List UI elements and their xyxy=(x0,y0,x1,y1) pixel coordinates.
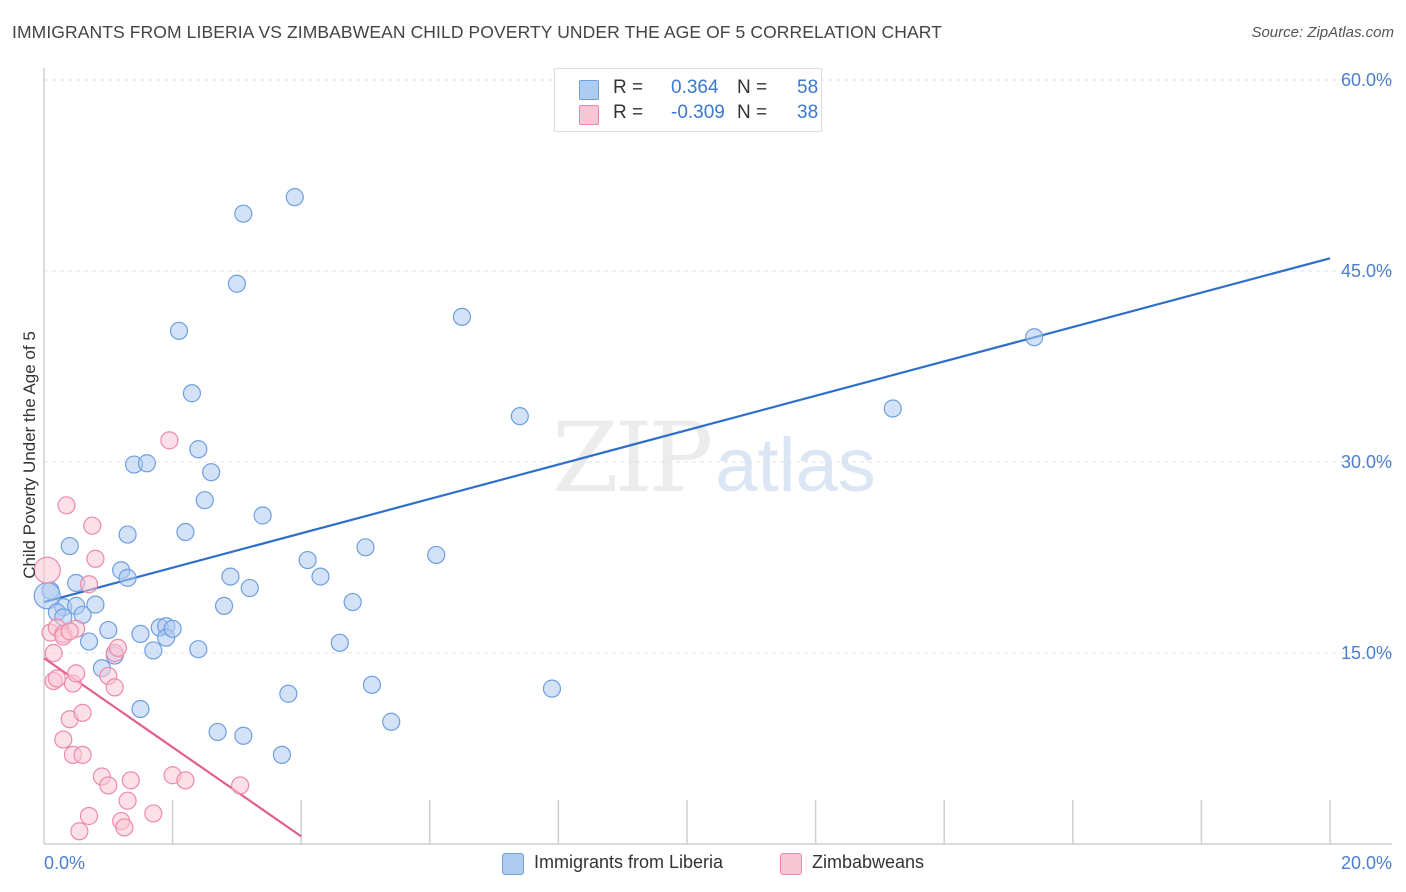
y-tick-label: 15.0% xyxy=(1341,643,1392,663)
point-liberia xyxy=(234,204,253,223)
source-label: Source: ZipAtlas.com xyxy=(1251,24,1394,41)
x-tick-label: 0.0% xyxy=(44,853,85,873)
point-liberia xyxy=(452,307,472,326)
legend-swatch-liberia xyxy=(579,80,599,100)
legend-n-value: 58 xyxy=(797,77,819,98)
point-zimbabweans xyxy=(47,669,66,688)
y-tick-label: 60.0% xyxy=(1341,70,1392,90)
trend-lines xyxy=(43,257,1331,838)
point-zimbabweans xyxy=(108,638,128,658)
point-liberia xyxy=(189,640,208,659)
point-zimbabweans xyxy=(33,556,61,584)
point-liberia xyxy=(214,596,234,615)
correlation-legend: R = 0.364 N = 58 R = -0.309 N = 38 xyxy=(554,68,822,132)
point-liberia xyxy=(131,624,150,644)
point-liberia xyxy=(427,545,446,565)
point-liberia xyxy=(356,538,375,557)
point-liberia xyxy=(176,522,195,542)
point-zimbabweans xyxy=(79,806,99,826)
legend-r-value: 0.364 xyxy=(671,77,719,98)
point-zimbabweans xyxy=(73,745,92,764)
point-liberia xyxy=(99,620,118,640)
point-zimbabweans xyxy=(115,818,134,837)
axes xyxy=(43,68,1392,845)
y-tick-label: 30.0% xyxy=(1341,452,1392,472)
x-tick-label: 20.0% xyxy=(1341,853,1392,873)
point-liberia xyxy=(79,632,99,651)
point-liberia xyxy=(144,641,163,660)
point-zimbabweans xyxy=(86,549,105,568)
grid-lines xyxy=(44,79,1392,654)
point-zimbabweans xyxy=(54,730,73,749)
point-liberia xyxy=(221,567,240,586)
trend-line-zimbabweans xyxy=(43,657,302,838)
point-liberia xyxy=(382,712,401,731)
point-zimbabweans xyxy=(160,431,179,450)
point-zimbabweans xyxy=(231,776,250,795)
point-liberia xyxy=(131,699,150,719)
point-zimbabweans xyxy=(67,664,86,683)
point-zimbabweans xyxy=(57,496,76,515)
point-liberia xyxy=(195,491,214,510)
legend-r-value: -0.309 xyxy=(671,102,725,123)
point-liberia xyxy=(163,619,182,638)
point-liberia xyxy=(208,722,227,742)
point-zimbabweans xyxy=(118,791,137,810)
bottom-legend-swatch-liberia xyxy=(502,853,524,875)
point-zimbabweans xyxy=(79,575,99,594)
point-liberia xyxy=(234,726,253,745)
legend-n-label: N = xyxy=(737,77,768,98)
point-liberia xyxy=(343,592,362,612)
point-liberia xyxy=(137,454,156,473)
point-liberia xyxy=(330,633,349,652)
legend-r-label: R = xyxy=(613,77,644,98)
point-zimbabweans xyxy=(44,643,63,663)
point-zimbabweans xyxy=(144,804,163,823)
legend-n-value: 38 xyxy=(797,102,819,123)
point-liberia xyxy=(227,274,246,293)
point-liberia xyxy=(279,684,298,703)
point-liberia xyxy=(883,399,902,418)
point-liberia xyxy=(182,384,201,403)
point-zimbabweans xyxy=(73,703,92,722)
data-points xyxy=(33,111,1044,841)
point-liberia xyxy=(169,321,189,340)
point-liberia xyxy=(202,463,221,482)
y-tick-label: 45.0% xyxy=(1341,261,1392,281)
point-liberia xyxy=(253,506,272,525)
tick-labels: 15.0% 30.0% 45.0% 60.0% 0.0% 20.0% xyxy=(44,70,1392,873)
point-zimbabweans xyxy=(105,678,124,697)
legend-swatch-zimbabweans xyxy=(579,105,599,125)
point-zimbabweans xyxy=(70,822,89,841)
point-zimbabweans xyxy=(83,516,102,535)
point-zimbabweans xyxy=(176,771,195,790)
point-liberia xyxy=(1025,328,1044,347)
point-liberia xyxy=(118,525,137,544)
point-liberia xyxy=(285,188,304,207)
bottom-legend-label-liberia: Immigrants from Liberia xyxy=(534,852,724,872)
point-liberia xyxy=(60,536,79,556)
legend-n-label: N = xyxy=(737,102,768,123)
legend-r-label: R = xyxy=(613,102,644,123)
point-zimbabweans xyxy=(99,776,118,795)
point-zimbabweans xyxy=(60,622,79,641)
point-liberia xyxy=(298,550,317,570)
point-liberia xyxy=(542,679,562,698)
y-axis-label: Child Poverty Under the Age of 5 xyxy=(20,331,39,579)
point-liberia xyxy=(311,567,330,586)
bottom-legend-swatch-zimbabweans xyxy=(780,853,802,875)
point-liberia xyxy=(272,745,292,764)
chart-title: IMMIGRANTS FROM LIBERIA VS ZIMBABWEAN CH… xyxy=(12,22,942,42)
point-liberia xyxy=(118,568,137,587)
point-liberia xyxy=(510,407,529,426)
point-liberia xyxy=(86,595,105,614)
point-zimbabweans xyxy=(121,771,140,790)
bottom-legend-label-zimbabweans: Zimbabweans xyxy=(812,852,925,872)
trend-line-liberia xyxy=(43,257,1331,604)
point-liberia xyxy=(362,675,382,694)
point-liberia xyxy=(189,440,208,459)
point-liberia xyxy=(240,578,259,598)
